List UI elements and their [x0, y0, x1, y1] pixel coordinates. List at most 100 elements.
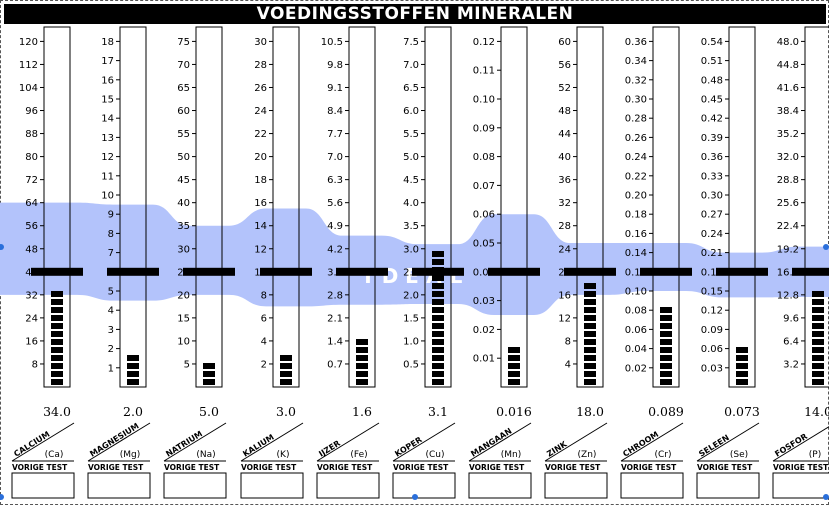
tick-label: 7.7: [327, 129, 343, 140]
previous-test-label: VORIGE TEST: [393, 463, 449, 472]
tick-label: 0.20: [625, 191, 647, 202]
previous-test-input[interactable]: [620, 472, 684, 499]
tick-label: 0.10: [473, 95, 495, 106]
tick-label: 8: [261, 290, 267, 301]
previous-test-input[interactable]: [772, 472, 829, 499]
tick-label: 0.14: [625, 248, 647, 259]
value-bar-segment: [356, 347, 368, 353]
value-label: 0.073: [724, 404, 760, 419]
tick-label: 15: [101, 95, 114, 106]
tick-label: 28: [558, 221, 571, 232]
tick-label: 6: [261, 313, 267, 324]
previous-test-input[interactable]: [468, 472, 532, 499]
tick-label: 18: [101, 37, 114, 48]
tick-label: 9.8: [327, 60, 343, 71]
tick-label: 4.0: [403, 198, 419, 209]
tick-label: 0.05: [473, 239, 495, 250]
value-bar-segment: [660, 331, 672, 337]
tick-label: 10.5: [321, 37, 343, 48]
value-label: 18.0: [576, 404, 604, 419]
gauge-tube: [652, 26, 680, 388]
tick-label: 32: [558, 198, 571, 209]
previous-test-input[interactable]: [87, 472, 151, 499]
previous-test-input[interactable]: [544, 472, 608, 499]
value-bar-segment: [51, 291, 63, 297]
tick-label: 6.5: [403, 83, 419, 94]
tick-label: 7.0: [403, 60, 419, 71]
tick-label: 16: [254, 198, 267, 209]
tick-label: 96: [25, 106, 38, 117]
resize-handle[interactable]: [0, 244, 4, 250]
resize-handle[interactable]: [412, 494, 418, 500]
value-bar-segment: [51, 299, 63, 305]
element-name-label: KALIUM: [241, 433, 275, 459]
tick-label: 0.21: [701, 248, 723, 259]
value-bar-segment: [584, 363, 596, 369]
tick-label: 80: [25, 152, 38, 163]
value-bar-segment: [812, 371, 824, 377]
previous-test-input[interactable]: [316, 472, 380, 499]
tick-label: 44: [558, 129, 571, 140]
tick-label: 0.36: [625, 37, 647, 48]
tick-label: 2: [261, 359, 267, 370]
tick-label: 28.8: [777, 175, 799, 186]
value-bar-segment: [432, 339, 444, 345]
value-bar-segment: [203, 379, 215, 385]
value-bar-segment: [51, 347, 63, 353]
value-label: 0.016: [496, 404, 532, 419]
tick-label: 0.08: [473, 152, 495, 163]
ideal-marker: [107, 267, 159, 276]
tick-label: 20: [177, 290, 190, 301]
value-bar-segment: [584, 315, 596, 321]
tick-label: 18: [254, 175, 267, 186]
previous-test-label: VORIGE TEST: [12, 463, 68, 472]
tick-label: 2: [108, 344, 114, 355]
resize-handle[interactable]: [0, 494, 4, 500]
tick-label: 5: [108, 287, 114, 298]
element-symbol-label: (Na): [196, 450, 215, 460]
previous-test-input[interactable]: [163, 472, 227, 499]
tick-label: 48: [558, 106, 571, 117]
value-bar-segment: [432, 315, 444, 321]
tick-label: 0.5: [403, 359, 419, 370]
value-bar-segment: [812, 307, 824, 313]
element-symbol-label: (Mg): [120, 450, 141, 460]
value-bar-segment: [812, 331, 824, 337]
tick-label: 10: [101, 191, 114, 202]
value-bar-segment: [584, 339, 596, 345]
tick-label: 0.01: [473, 354, 495, 365]
tick-label: 25.6: [777, 198, 799, 209]
previous-test-input[interactable]: [392, 472, 456, 499]
tick-label: 1.4: [327, 336, 343, 347]
previous-test-label: VORIGE TEST: [697, 463, 753, 472]
tick-label: 32: [25, 290, 38, 301]
value-bar-segment: [812, 323, 824, 329]
tick-label: 56: [25, 221, 38, 232]
value-bar-segment: [51, 323, 63, 329]
resize-handle[interactable]: [823, 244, 829, 250]
tick-label: 0.10: [625, 287, 647, 298]
tick-label: 8.4: [327, 106, 343, 117]
value-bar-segment: [356, 371, 368, 377]
value-bar-segment: [432, 251, 444, 257]
label-slash: [87, 422, 151, 462]
label-slash: [468, 422, 532, 462]
value-bar-segment: [127, 379, 139, 385]
ideal-marker: [640, 267, 692, 276]
value-label: 3.0: [276, 404, 296, 419]
previous-test-label: VORIGE TEST: [241, 463, 297, 472]
tick-label: 28: [254, 60, 267, 71]
previous-test-input[interactable]: [696, 472, 760, 499]
element-symbol-label: (Zn): [578, 450, 597, 460]
previous-test-input[interactable]: [240, 472, 304, 499]
ideal-letter: D: [382, 264, 399, 288]
value-bar-segment: [812, 363, 824, 369]
tick-label: 0.36: [701, 152, 723, 163]
ideal-marker: [336, 267, 388, 276]
ideal-marker: [31, 267, 83, 276]
tick-label: 48: [25, 244, 38, 255]
ideal-band: [0, 202, 829, 315]
previous-test-input[interactable]: [11, 472, 75, 499]
resize-handle[interactable]: [823, 494, 829, 500]
tick-label: 60: [558, 37, 571, 48]
